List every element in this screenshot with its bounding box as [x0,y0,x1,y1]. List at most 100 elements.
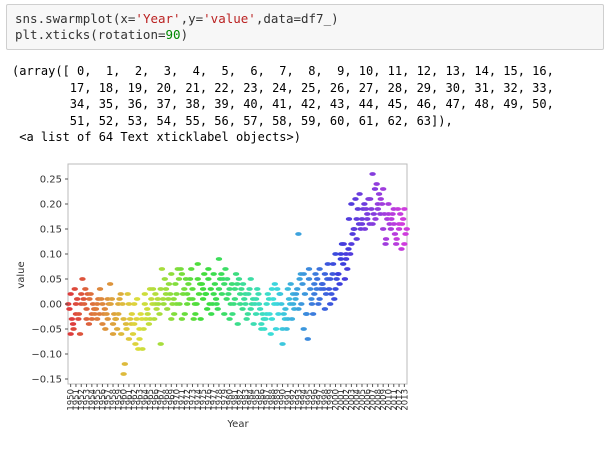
data-point [321,307,329,311]
data-point [192,312,199,316]
data-point [352,197,359,201]
x-tick-label: 1960 [120,389,130,411]
data-point [387,227,395,231]
data-point [250,322,257,326]
data-point [274,287,281,291]
data-point [101,307,109,311]
x-tick-label: 1986 [257,389,267,411]
x-tick-label: 2004 [353,389,363,411]
data-point [388,217,395,221]
x-tick-label: 1954 [88,389,98,411]
x-tick-label: 1968 [162,389,172,411]
data-point [369,172,376,176]
data-point [332,287,339,291]
data-point [316,297,323,301]
code-cell-input[interactable]: sns.swarmplot(x='Year',y='value',data=df… [6,4,604,50]
data-point [373,182,380,186]
x-tick-label: 2006 [363,389,373,411]
x-tick-label: 1955 [93,389,103,411]
data-point [326,277,334,281]
data-point [395,227,403,231]
data-point [157,342,164,346]
data-point [336,282,343,286]
data-point [96,287,104,291]
data-point [280,312,287,316]
data-point [294,287,301,291]
data-point [218,292,226,296]
data-point [128,312,136,316]
data-point [328,292,335,296]
data-point [80,302,88,306]
data-point [82,287,89,291]
x-tick-label: 1979 [220,389,230,411]
data-point [162,287,170,291]
data-point [364,217,371,221]
data-point [218,272,225,276]
data-point [172,282,179,286]
data-point [106,282,114,286]
code-string: 'Year' [135,11,181,26]
data-point [165,297,172,301]
data-point [279,342,286,346]
x-tick-label: 1995 [305,389,315,411]
data-point [141,292,149,296]
data-point [287,282,294,286]
data-point [307,287,314,291]
data-point [389,212,396,216]
x-tick-label: 1953 [83,389,93,411]
data-point [183,292,191,296]
data-point [133,317,140,321]
data-point [133,297,141,301]
data-point [356,192,363,196]
data-point [348,202,355,206]
data-point [211,282,219,286]
data-point [393,237,400,241]
y-tick-label: −0.10 [31,350,62,361]
data-point [178,317,186,321]
data-point [80,297,87,301]
x-tick-label: 2000 [331,389,341,411]
data-point [372,217,379,221]
data-point [65,302,72,306]
y-tick-label: 0.25 [40,175,62,186]
data-point [78,292,85,296]
data-point [71,287,78,291]
data-point [370,212,377,216]
data-point [115,312,122,316]
data-point [239,282,247,286]
data-point [67,292,74,296]
data-point [252,297,260,301]
data-point [322,292,330,296]
data-point [149,287,157,291]
data-point [329,272,336,276]
data-point [208,312,215,316]
data-point [283,327,290,331]
data-point [125,302,133,306]
data-point [159,297,167,301]
data-point [326,302,334,306]
data-point [231,297,239,301]
y-tick-label: −0.15 [31,375,62,386]
x-tick-label: 2005 [358,389,368,411]
data-point [353,237,360,241]
x-tick-label: 2003 [347,389,357,411]
x-tick-label: 1997 [316,389,326,411]
data-point [124,292,131,296]
data-point [392,242,400,246]
x-tick-label: 2007 [369,389,379,411]
x-tick-label: 1993 [294,389,304,411]
x-tick-label: 2011 [390,389,400,411]
data-point [314,277,321,281]
data-point [261,327,268,331]
x-tick-label: 1999 [326,389,336,411]
y-tick-label: 0.10 [40,250,62,261]
data-point [198,282,206,286]
data-point [185,282,192,286]
data-point [112,317,120,321]
data-point [399,217,407,221]
data-point [374,207,382,211]
data-point [141,302,149,306]
y-axis-label: value [16,261,27,288]
output-line-4: 51, 52, 53, 54, 55, 56, 57, 58, 59, 60, … [12,113,453,128]
output-line-3: 34, 35, 36, 37, 38, 39, 40, 41, 42, 43, … [12,97,554,112]
